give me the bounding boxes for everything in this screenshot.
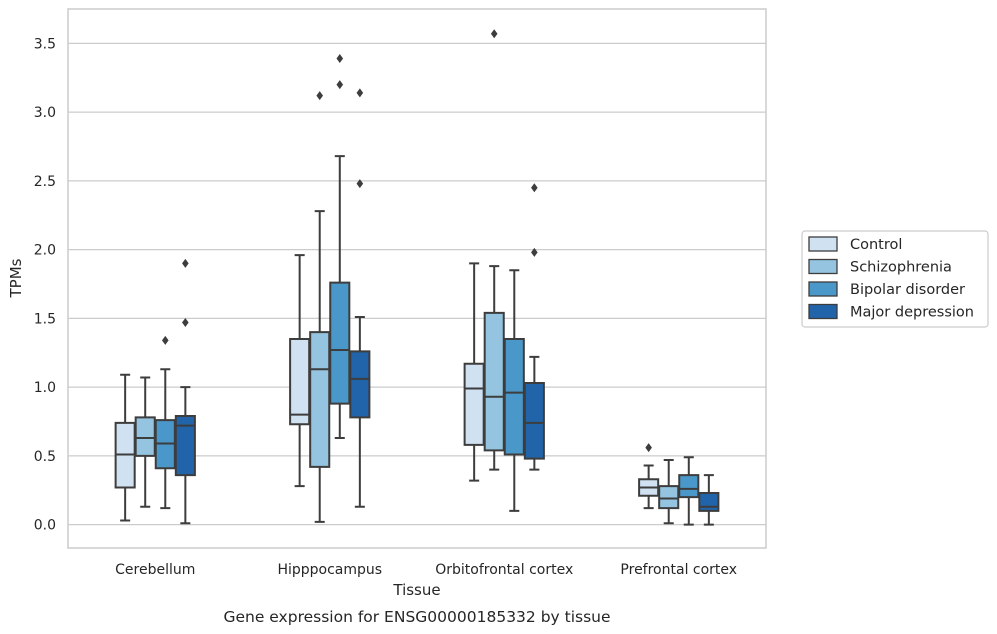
box-body (349, 350, 371, 419)
box-control-orbitofrontal-cortex (463, 262, 485, 482)
box-body (309, 331, 331, 468)
legend-swatch (808, 236, 838, 252)
legend-label: Major depression (850, 305, 974, 321)
x-axis-label: Tissue (392, 581, 440, 599)
box-body (463, 362, 485, 446)
legend-swatch (808, 303, 838, 320)
box-body (483, 311, 505, 452)
y-tick-label: 2.5 (34, 174, 56, 190)
legend-label: Bipolar disorder (850, 282, 965, 298)
box-control-hipppocampus (289, 254, 311, 488)
legend: Control Schizophrenia Bipolar disorder Majo… (801, 230, 989, 328)
outlier-point (356, 179, 364, 189)
y-tick-label: 1.5 (34, 311, 56, 327)
box-body (658, 485, 680, 510)
box-body (289, 338, 311, 426)
y-tick-label: 0.0 (34, 518, 56, 534)
box-schizophrenia-prefrontal-cortex (658, 459, 680, 525)
box-body (678, 474, 700, 499)
box-bipolar-disorder-orbitofrontal-cortex (503, 269, 525, 512)
box-major-depression-orbitofrontal-cortex (523, 183, 545, 471)
y-axis-label: TPMs (7, 258, 25, 298)
x-tick-label: Cerebellum (115, 562, 195, 578)
outlier-point (161, 335, 169, 345)
chart-title: Gene expression for ENSG00000185332 by t… (223, 608, 610, 626)
box-major-depression-prefrontal-cortex (698, 474, 720, 526)
box-body (329, 281, 351, 405)
outlier-point (336, 80, 344, 90)
y-tick-label: 3.0 (34, 105, 56, 121)
plot-frame (67, 8, 767, 549)
box-body (134, 416, 156, 457)
legend-swatch (808, 258, 838, 275)
box-control-cerebellum (114, 373, 136, 522)
x-tick-label: Orbitofrontal cortex (435, 562, 573, 578)
y-tick-label: 2.0 (34, 243, 56, 259)
x-tick-label: Prefrontal cortex (620, 562, 737, 578)
outlier-point (356, 88, 364, 98)
outlier-point (531, 247, 538, 257)
box-body (503, 338, 525, 456)
outlier-point (182, 318, 189, 327)
y-axis-ticks: 0.0 0.5 1.0 1.5 2.0 2.5 3.0 3.5 (34, 36, 56, 533)
box-control-prefrontal-cortex (638, 443, 660, 510)
y-tick-label: 1.0 (34, 380, 56, 396)
box-bipolar-disorder-cerebellum (154, 335, 176, 510)
x-tick-label: Hipppocampus (277, 562, 382, 578)
box-bipolar-disorder-hipppocampus (329, 54, 351, 439)
box-major-depression-hipppocampus (349, 88, 371, 508)
outlier-point (490, 29, 498, 39)
box-schizophrenia-orbitofrontal-cortex (483, 29, 505, 471)
box-body (174, 415, 196, 477)
legend-swatch (808, 281, 838, 297)
legend-frame (801, 230, 989, 328)
box-schizophrenia-hipppocampus (309, 91, 331, 523)
legend-label: Control (850, 237, 902, 253)
legend-label: Schizophrenia (850, 260, 952, 276)
box-bipolar-disorder-prefrontal-cortex (678, 456, 700, 526)
box-plots (114, 29, 720, 526)
outlier-point (645, 443, 652, 453)
outlier-point (336, 54, 344, 63)
outlier-point (182, 258, 189, 268)
outlier-point (316, 91, 324, 101)
outlier-point (531, 183, 538, 193)
x-axis-ticks: Cerebellum Hipppocampus Orbitofrontal cort… (115, 562, 737, 578)
box-schizophrenia-cerebellum (134, 376, 156, 508)
y-tick-label: 3.5 (34, 36, 56, 52)
box-body (523, 382, 545, 460)
y-tick-label: 0.5 (34, 449, 56, 465)
box-body (698, 492, 720, 512)
box-major-depression-cerebellum (174, 258, 196, 525)
